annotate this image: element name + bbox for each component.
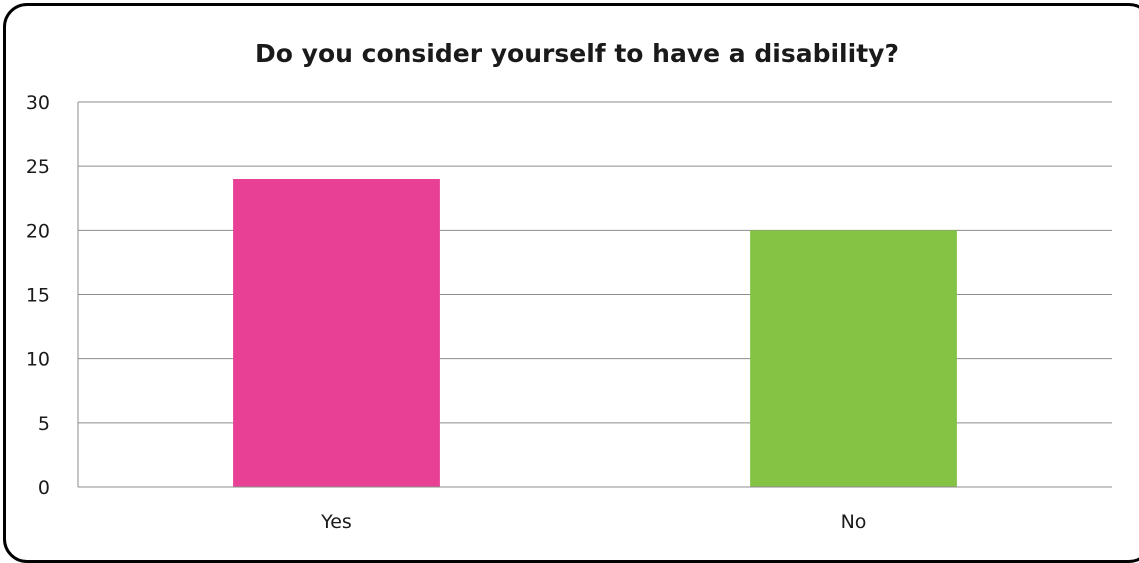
bars — [233, 179, 957, 488]
x-category-label: Yes — [320, 511, 352, 533]
y-tick-label: 20 — [26, 220, 50, 242]
y-tick-label: 5 — [38, 413, 50, 435]
axes: 0 5 10 15 20 25 30 Yes No — [26, 92, 1112, 533]
y-tick-label: 0 — [38, 477, 50, 499]
y-tick-label: 10 — [26, 349, 50, 371]
bar-no — [750, 230, 957, 488]
y-tick-label: 15 — [26, 285, 50, 307]
chart-title: Do you consider yourself to have a disab… — [255, 39, 899, 68]
y-tick-label: 30 — [26, 92, 50, 114]
chart-svg: Do you consider yourself to have a disab… — [26, 39, 1112, 533]
x-category-label: No — [841, 511, 867, 533]
y-tick-label: 25 — [26, 156, 50, 178]
bar-yes — [233, 179, 440, 487]
